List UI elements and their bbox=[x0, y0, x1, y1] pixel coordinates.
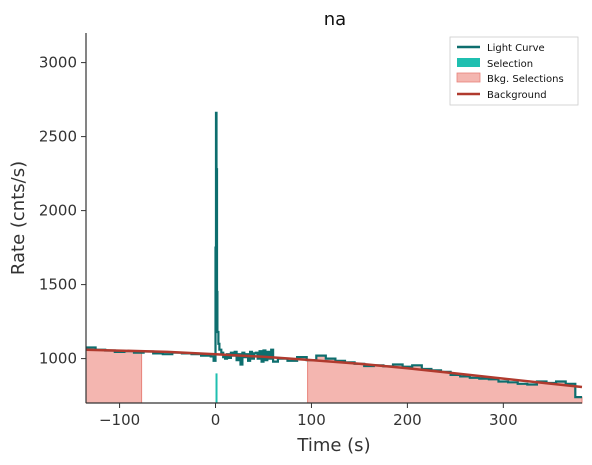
legend-light-curve-label: Light Curve bbox=[487, 43, 545, 54]
y-tick-label: 3000 bbox=[39, 54, 77, 72]
x-tick-label: 300 bbox=[489, 411, 518, 429]
y-tick-label: 1500 bbox=[39, 276, 77, 294]
x-tick-label: −100 bbox=[99, 411, 140, 429]
legend-bkg-selections-label: Bkg. Selections bbox=[487, 74, 564, 85]
y-ticks: 1000 1500 2000 2500 3000 bbox=[39, 54, 86, 368]
x-ticks: −100 0 100 200 300 bbox=[99, 403, 518, 429]
background-series bbox=[85, 348, 583, 389]
x-tick-label: 100 bbox=[297, 411, 326, 429]
y-tick-label: 1000 bbox=[39, 350, 77, 368]
x-axis-title: Time (s) bbox=[296, 435, 370, 456]
x-tick-label: 200 bbox=[393, 411, 422, 429]
x-tick-label: 0 bbox=[211, 411, 221, 429]
y-tick-label: 2500 bbox=[39, 128, 77, 146]
y-axis-title: Rate (cnts/s) bbox=[8, 161, 29, 275]
legend-selection-label: Selection bbox=[487, 59, 533, 70]
light-curve-series bbox=[86, 111, 582, 399]
chart-title: na bbox=[324, 9, 346, 30]
legend-background-label: Background bbox=[487, 90, 547, 101]
y-tick-label: 2000 bbox=[39, 202, 77, 220]
plot-area bbox=[85, 111, 583, 404]
legend-bkg-selections-swatch bbox=[456, 72, 481, 83]
selection-region bbox=[215, 373, 218, 403]
legend: Light Curve Selection Bkg. Selections Ba… bbox=[449, 36, 579, 106]
legend-selection-swatch bbox=[457, 58, 480, 67]
bkg-selection-region-1 bbox=[85, 347, 143, 404]
